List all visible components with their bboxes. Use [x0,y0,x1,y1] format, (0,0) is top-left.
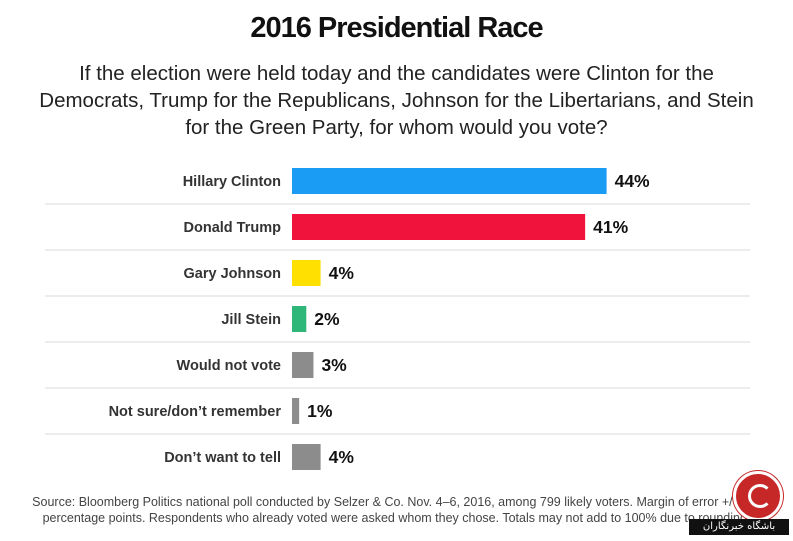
value-label: 4% [329,263,355,283]
category-label: Gary Johnson [184,266,282,282]
bar [292,260,321,286]
value-label: 44% [615,171,650,191]
source-note: Source: Bloomberg Politics national poll… [32,495,761,525]
chart-title: 2016 Presidential Race [250,12,543,44]
value-label: 4% [329,447,355,467]
watermark-text: باشگاه خبرنگاران [689,519,789,535]
category-label: Hillary Clinton [183,174,281,190]
watermark-logo: باشگاه خبرنگاران [681,471,789,539]
logo-icon [733,471,783,521]
category-label: Would not vote [177,358,281,374]
category-label: Not sure/don’t remember [109,404,282,420]
chart-subtitle: If the election were held today and the … [39,62,754,139]
value-label: 2% [314,309,340,329]
bar [292,398,300,424]
bar [292,306,307,332]
category-label: Don’t want to tell [164,450,281,466]
value-label: 3% [321,355,347,375]
value-label: 1% [307,401,333,421]
category-label: Donald Trump [184,220,282,236]
bar [292,168,607,194]
bar [292,444,321,470]
bar [292,352,314,378]
category-label: Jill Stein [221,312,281,328]
value-label: 41% [593,217,628,237]
bar [292,214,586,240]
